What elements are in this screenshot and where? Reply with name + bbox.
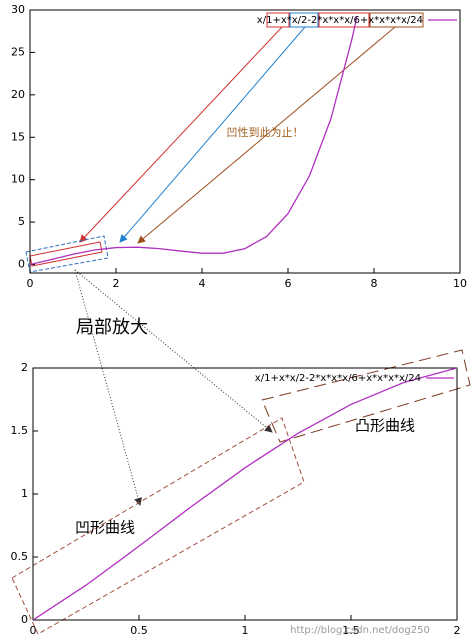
plot-frame xyxy=(29,9,461,274)
x-tick-label: 1 xyxy=(242,624,249,637)
legend-label: x/1+x*x/2-2*x*x*x/6+x*x*x*x/24 xyxy=(255,373,421,384)
annotation: http://blog.csdn.net/dog250 xyxy=(290,625,430,636)
y-tick-label: 2 xyxy=(21,361,28,374)
y-tick-label: 10 xyxy=(11,173,25,186)
y-tick-label: 1.5 xyxy=(11,424,29,437)
plot-frame xyxy=(32,367,458,621)
y-tick-label: 0 xyxy=(18,258,25,271)
y-tick-label: 1 xyxy=(21,487,28,500)
x-tick-label: 0 xyxy=(30,624,37,637)
y-tick-label: 15 xyxy=(11,130,25,143)
x-tick-label: 1.5 xyxy=(342,624,360,637)
x-tick-label: 4 xyxy=(199,277,206,290)
x-tick-label: 2 xyxy=(113,277,120,290)
x-tick-label: 10 xyxy=(453,277,467,290)
x-tick-label: 2 xyxy=(454,624,461,637)
annotation: 局部放大 xyxy=(76,317,148,338)
annotation: 凹形曲线 xyxy=(75,519,135,537)
annotation: 凸形曲线 xyxy=(355,417,415,435)
x-tick-label: 0.5 xyxy=(130,624,148,637)
series-line xyxy=(33,368,457,620)
annotation-shapes xyxy=(11,12,471,635)
y-tick-label: 25 xyxy=(11,45,25,58)
legend-label: x/1+x*x/2-2*x*x*x/6+x*x*x*x/24 xyxy=(257,15,423,26)
annotation: 凹性到此为止！ xyxy=(227,125,304,139)
y-tick-label: 0.5 xyxy=(11,550,29,563)
x-tick-label: 8 xyxy=(371,277,378,290)
y-tick-label: 0 xyxy=(21,613,28,626)
x-tick-label: 6 xyxy=(285,277,292,290)
y-tick-label: 20 xyxy=(11,88,25,101)
series-line xyxy=(30,16,358,266)
y-tick-label: 30 xyxy=(11,3,25,16)
x-tick-label: 0 xyxy=(27,277,34,290)
y-tick-label: 5 xyxy=(18,215,25,228)
